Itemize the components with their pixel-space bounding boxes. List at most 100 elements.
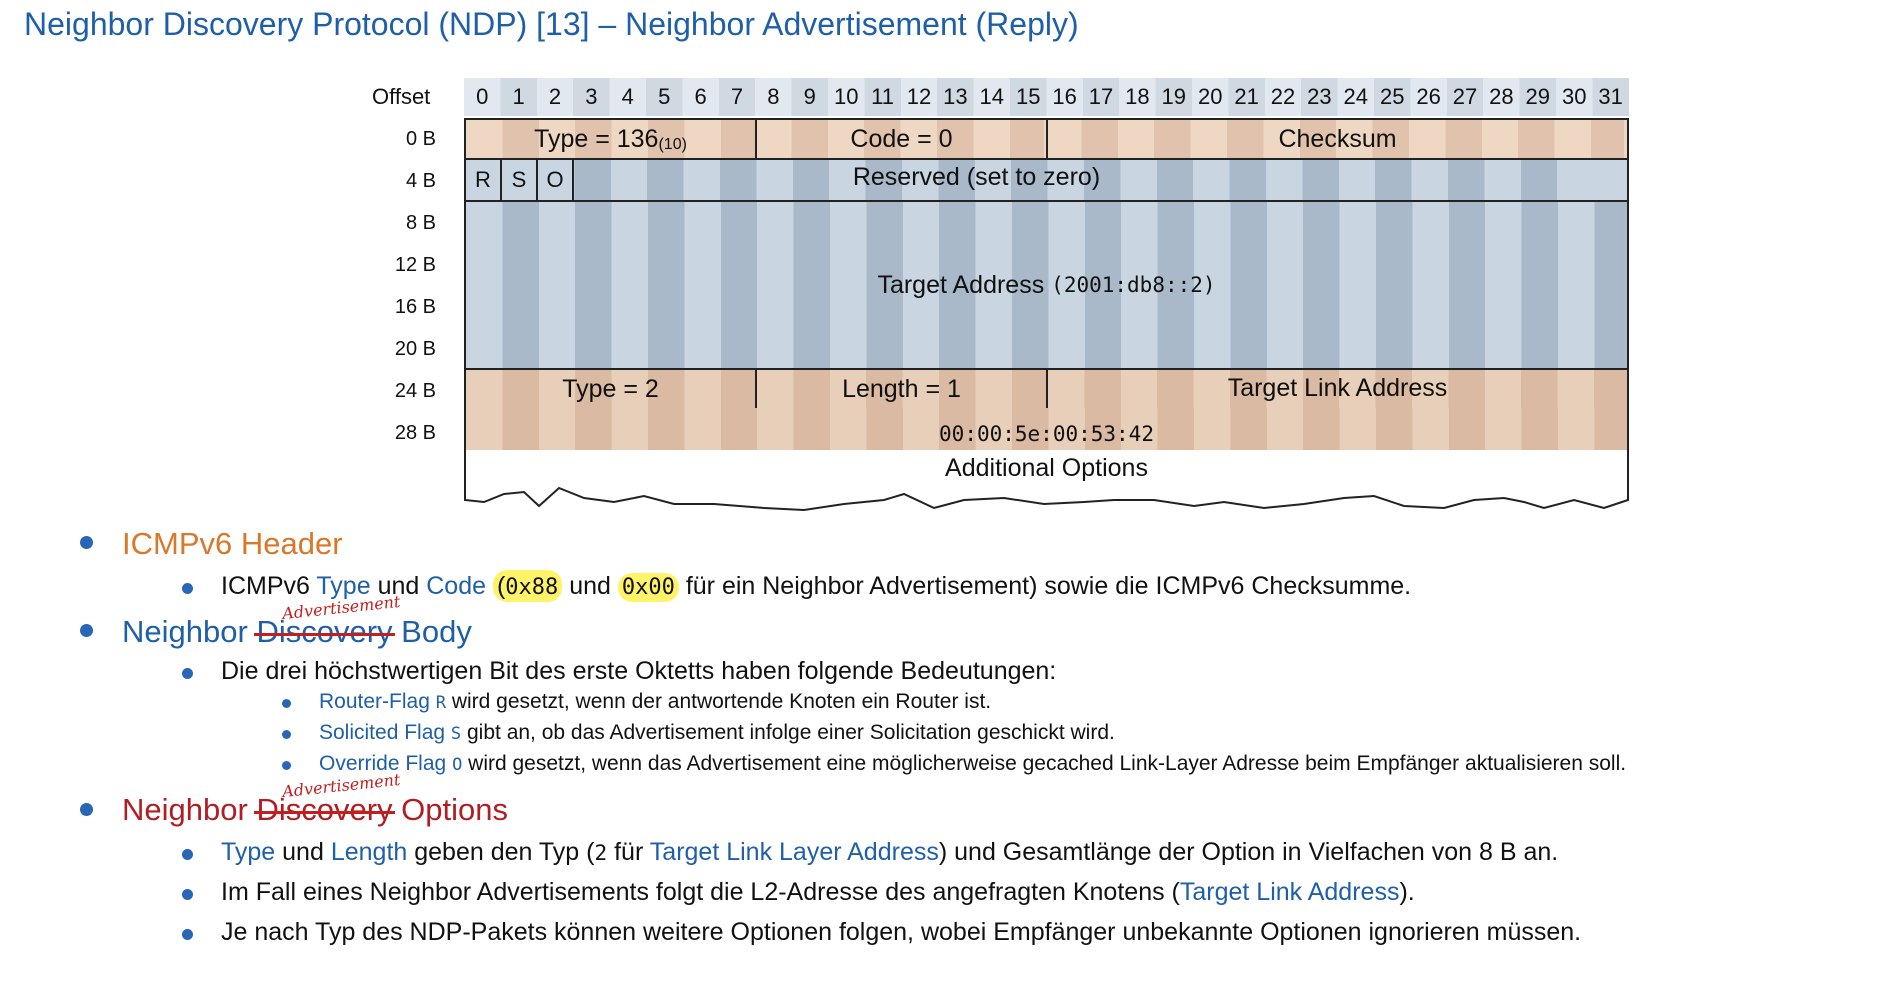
bullet-dot [182, 583, 193, 594]
text-fuer: für [614, 838, 644, 866]
term-type: Type [316, 572, 371, 600]
flag-description-item: Router-Flag R wird gesetzt, wenn der ant… [319, 690, 991, 714]
text-und: und [282, 838, 324, 866]
hex-type-value: 0x88 [505, 575, 559, 600]
bit-column-number: 10 [833, 84, 859, 109]
bit-column-number: 6 [694, 84, 707, 109]
flag-description: gibt an, ob das Advertisement infolge ei… [467, 721, 1115, 744]
text-und: und [569, 572, 611, 600]
bullet-dot [182, 668, 193, 679]
torn-edge-border [464, 450, 1629, 512]
field-type-label: Type = 136 [534, 124, 659, 153]
bullet-dot [80, 624, 93, 637]
struck-word-discovery: Discovery [254, 792, 395, 827]
field-checksum-label: Checksum [1278, 124, 1397, 153]
icmp-header-line: ICMPv6 Type und Code (0x88 und 0x00 für … [221, 570, 1412, 602]
field-option-type: Type = 2 [464, 368, 757, 410]
bit-column-number: 3 [585, 84, 598, 109]
icmp-header-line-end: für ein Neighbor Advertisement) sowie di… [685, 572, 1412, 600]
title-word-options: Options [401, 792, 508, 827]
flag-description-item: Solicited Flag S gibt an, ob das Adverti… [319, 721, 1115, 745]
flag-name: Override Flag [319, 752, 447, 775]
option-type-label: Type = 2 [562, 374, 659, 403]
bit-column-number: 2 [548, 84, 562, 109]
field-flag-s: S [500, 158, 538, 202]
text-mid: geben den Typ ( [414, 838, 595, 866]
bit-column-number: 7 [730, 84, 744, 109]
field-flag-r: R [464, 158, 502, 202]
options-line-3: Je nach Typ des NDP-Pakets können weiter… [221, 918, 1582, 946]
bit-column-number: 18 [1125, 84, 1150, 109]
struck-word-discovery: Discovery [254, 614, 395, 649]
bullet-dot [182, 889, 193, 900]
options-line-2-post: ). [1399, 878, 1415, 906]
bit-column-number: 25 [1379, 84, 1405, 109]
flag-letter: R [435, 693, 446, 713]
options-line-1-end: ) und Gesamtlänge der Option in Vielfach… [938, 838, 1559, 866]
bit-column-number: 9 [803, 84, 816, 109]
row-offset-label: 4 B [405, 170, 436, 192]
bit-column-number: 4 [621, 84, 634, 109]
bit-column-number: 8 [767, 84, 780, 109]
term-type: Type [221, 838, 276, 866]
bullet-dot [282, 699, 291, 708]
text-und: und [377, 572, 420, 600]
term-code: Code [426, 572, 486, 600]
field-type-subscript: (10) [658, 136, 687, 153]
flag-name: Solicited Flag [319, 721, 446, 744]
row-offset-label: 12 B [394, 254, 436, 276]
title-word-neighbor: Neighbor [122, 792, 248, 827]
options-line-1: Type und Length geben den Typ (2 für Tar… [221, 838, 1558, 867]
field-code: Code = 0 [755, 118, 1048, 160]
nd-body-intro: Die drei höchstwertigen Bit des erste Ok… [221, 657, 1057, 685]
row-offset-label: 16 B [394, 296, 436, 318]
options-line-2-pre: Im Fall eines Neighbor Advertisements fo… [221, 878, 1180, 906]
section-icmp-header-title: ICMPv6 Header [122, 526, 343, 561]
row-offset-label: 20 B [394, 338, 436, 360]
flag-description: wird gesetzt, wenn der antwortende Knote… [451, 690, 992, 713]
bullet-dot [182, 929, 193, 940]
highlight-type-hex: (0x88 [492, 570, 563, 602]
bit-column-number: 12 [906, 84, 932, 109]
section-nd-options-title: Neighbor Discovery Options [122, 792, 508, 828]
field-code-label: Code = 0 [850, 124, 953, 153]
bit-column-number: 0 [476, 84, 489, 109]
row-offset-label: 28 B [394, 422, 436, 444]
mac-address-value: 00:00:5e:00:53:42 [939, 422, 1154, 446]
flag-letter: S [450, 724, 462, 744]
field-target-address-label: Target Address [877, 270, 1045, 299]
term-target-link-layer-address: Target Link Layer Address [649, 838, 939, 866]
bit-column-number: 31 [1598, 84, 1623, 109]
field-mac-address: 00:00:5e:00:53:42 [464, 408, 1629, 452]
bit-column-number: 1 [512, 84, 525, 109]
field-target-address-value: (2001:db8::2) [1051, 273, 1216, 297]
bit-column-number: 13 [943, 84, 968, 109]
bullet-dot [282, 761, 291, 770]
option-type-number: 2 [594, 841, 608, 865]
bit-column-number: 19 [1161, 84, 1187, 109]
row-offset-label: 0 B [405, 128, 436, 150]
option-length-label: Length = 1 [842, 374, 961, 403]
bit-column-number: 11 [871, 84, 894, 109]
bullet-dot [182, 849, 193, 860]
section-nd-body-title: Neighbor Discovery Body [122, 614, 472, 650]
field-reserved-label: Reserved (set to zero) [852, 162, 1101, 191]
flag-s-label: S [511, 167, 527, 192]
bit-column-number: 22 [1270, 84, 1296, 109]
bit-column-number: 24 [1343, 84, 1369, 109]
row-offset-label: 24 B [394, 380, 436, 402]
field-target-address: Target Address (2001:db8::2) [464, 200, 1629, 370]
page-title: Neighbor Discovery Protocol (NDP) [13] –… [24, 6, 1079, 42]
flag-description-item: Override Flag O wird gesetzt, wenn das A… [319, 752, 1626, 776]
flag-description: wird gesetzt, wenn das Advertisement ein… [468, 752, 1627, 775]
field-option-length: Length = 1 [755, 368, 1048, 410]
bit-column-number: 29 [1525, 84, 1551, 109]
text-icmpv6: ICMPv6 [221, 572, 310, 600]
paren-open: ( [496, 572, 506, 600]
flag-r-label: R [475, 167, 491, 192]
bit-column-number: 16 [1052, 84, 1077, 109]
bit-column-number: 30 [1561, 84, 1587, 109]
term-target-link-address: Target Link Address [1179, 878, 1400, 906]
bit-column-number: 27 [1452, 84, 1478, 109]
term-length: Length [330, 838, 408, 866]
